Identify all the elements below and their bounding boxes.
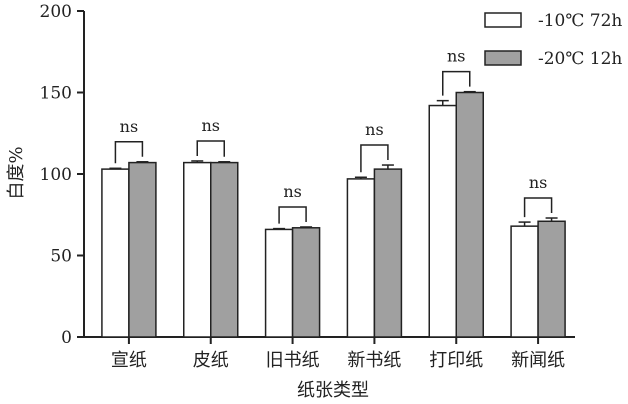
bar (537, 220, 566, 338)
significance-label: ns (201, 116, 220, 135)
significance-bracket (278, 206, 307, 224)
bar (346, 178, 376, 338)
significance-label: ns (365, 120, 384, 139)
significance-label: ns (120, 117, 139, 136)
significance-bracket (360, 144, 389, 173)
x-tick-label: 旧书纸 (266, 350, 320, 371)
significance-label: ns (447, 47, 466, 66)
bar (264, 228, 294, 338)
x-tick-label: 宣纸 (111, 350, 147, 371)
legend-label: -20℃ 12h (538, 49, 622, 69)
bar (510, 225, 539, 338)
significance-bracket (196, 140, 225, 157)
bar (455, 91, 484, 338)
bar (183, 161, 212, 338)
x-tick-label: 皮纸 (193, 350, 229, 371)
x-axis-title: 纸张类型 (297, 380, 369, 401)
x-tick-label: 新闻纸 (511, 350, 565, 371)
bar (101, 168, 130, 338)
significance-bracket (442, 70, 471, 96)
bar (291, 227, 321, 338)
x-tick-label: 打印纸 (429, 350, 483, 371)
bar (210, 161, 239, 338)
y-tick-label: 100 (40, 165, 72, 185)
bar (128, 161, 157, 338)
significance-marks: ns ns ns ns ns ns (114, 47, 553, 224)
y-tick-label: 50 (50, 247, 72, 267)
bar (428, 104, 457, 338)
significance-bracket (114, 141, 144, 164)
bar (373, 168, 403, 338)
significance-bracket (523, 197, 553, 218)
significance-label: ns (529, 173, 548, 192)
axes: 0 50 100 150 200 宣纸 皮纸 旧书纸 新书纸 打印纸 新闻纸 (40, 2, 575, 371)
legend-swatch (484, 50, 522, 66)
y-axis-title: 白度% (6, 146, 27, 199)
legend: -10℃ 72h -20℃ 12h (484, 11, 622, 69)
x-tick-label: 新书纸 (347, 350, 401, 371)
y-tick-label: 200 (40, 2, 72, 22)
y-tick-label: 150 (40, 84, 72, 104)
legend-swatch (484, 12, 522, 28)
significance-label: ns (283, 182, 302, 201)
bars (101, 90, 566, 338)
y-tick-label: 0 (61, 328, 72, 348)
legend-label: -10℃ 72h (538, 11, 622, 31)
